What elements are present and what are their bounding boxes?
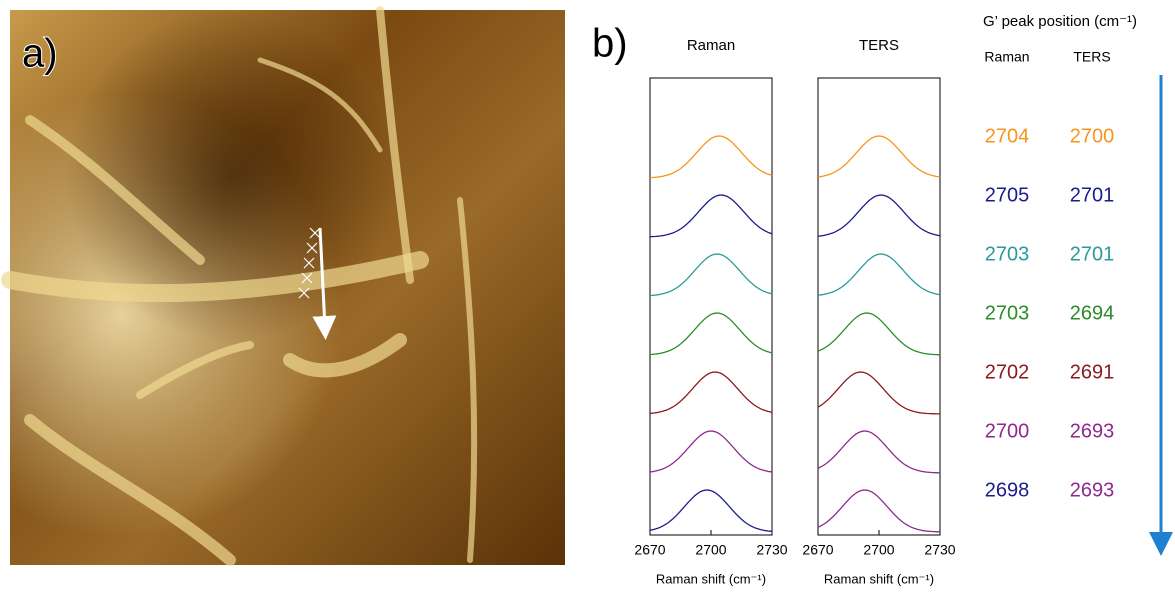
fit-curve xyxy=(817,430,941,474)
column-header: Raman xyxy=(984,49,1029,65)
fit-curve xyxy=(649,489,773,533)
x-axis-label: Raman shift (cm⁻¹) xyxy=(656,571,766,586)
fit-curve xyxy=(817,194,941,237)
x-tick-label: 2670 xyxy=(634,542,665,558)
x-tick-label: 2730 xyxy=(924,542,955,558)
fit-curve xyxy=(649,253,773,297)
x-axis-label: Raman shift (cm⁻¹) xyxy=(824,571,934,586)
x-tick-label: 2700 xyxy=(863,542,894,558)
peak-value: 2701 xyxy=(1070,243,1115,265)
afm-image xyxy=(1,6,565,566)
peak-value: 2698 xyxy=(985,479,1030,501)
fit-curve xyxy=(817,312,941,356)
x-tick-label: 2730 xyxy=(756,542,787,558)
fit-curve xyxy=(649,430,773,473)
fit-curve xyxy=(817,371,940,415)
fit-curve xyxy=(649,194,773,238)
peak-value: 2700 xyxy=(1070,125,1115,147)
fit-curve xyxy=(817,489,941,533)
peak-value: 2703 xyxy=(985,302,1030,324)
fit-curve xyxy=(649,135,773,179)
peak-value: 2700 xyxy=(985,420,1030,442)
fit-curve xyxy=(649,371,773,415)
peak-value: 2703 xyxy=(985,243,1030,265)
peak-value: 2691 xyxy=(1070,361,1115,383)
chart-title: TERS xyxy=(859,37,899,54)
x-tick-label: 2670 xyxy=(802,542,833,558)
panel-label: a) xyxy=(22,32,58,76)
peak-value: 2694 xyxy=(1070,302,1115,324)
peak-value: 2693 xyxy=(1070,420,1115,442)
table-header: G’ peak position (cm⁻¹) xyxy=(983,13,1137,30)
x-tick-label: 2700 xyxy=(695,542,726,558)
peak-value: 2705 xyxy=(985,184,1030,206)
column-header: TERS xyxy=(1073,49,1110,65)
fit-curve xyxy=(649,312,773,356)
peak-value: 2701 xyxy=(1070,184,1115,206)
chart-title: Raman xyxy=(687,37,735,54)
fit-curve xyxy=(817,135,941,178)
panel-label: b) xyxy=(592,22,628,66)
peak-value: 2704 xyxy=(985,125,1030,147)
plot-frame xyxy=(817,77,941,536)
peak-value: 2702 xyxy=(985,361,1030,383)
peak-value: 2693 xyxy=(1070,479,1115,501)
fit-curve xyxy=(817,253,941,296)
